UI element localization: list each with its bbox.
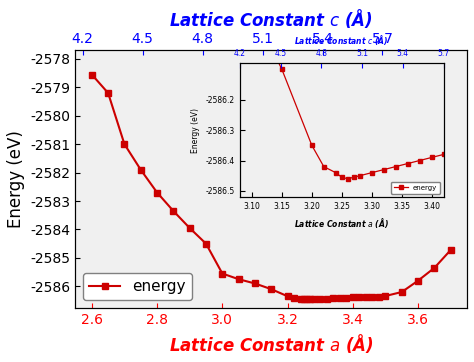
Y-axis label: Energy (eV): Energy (eV) <box>7 130 25 228</box>
energy <box>105 91 111 95</box>
energy <box>203 241 209 246</box>
energy <box>357 173 363 178</box>
X-axis label: Lattice Constant $a$ (Å): Lattice Constant $a$ (Å) <box>169 332 374 355</box>
Legend: energy: energy <box>391 182 440 194</box>
energy <box>301 297 307 302</box>
X-axis label: Lattice Constant $a$ (Å): Lattice Constant $a$ (Å) <box>294 216 389 231</box>
X-axis label: Lattice Constant $c$ (Å): Lattice Constant $c$ (Å) <box>294 33 389 47</box>
energy <box>309 143 315 147</box>
energy <box>171 209 176 213</box>
energy <box>383 294 388 298</box>
energy <box>311 297 317 301</box>
energy <box>432 266 438 270</box>
energy <box>236 277 241 281</box>
Legend: energy: energy <box>83 273 191 300</box>
energy <box>344 295 349 300</box>
energy <box>370 295 375 299</box>
energy <box>399 290 405 294</box>
energy <box>441 152 447 157</box>
energy <box>448 248 454 252</box>
energy <box>268 287 274 291</box>
energy <box>154 190 160 195</box>
Line: energy: energy <box>250 7 445 181</box>
energy <box>351 175 356 180</box>
energy <box>279 67 285 71</box>
Line: energy: energy <box>89 72 454 302</box>
energy <box>429 155 435 160</box>
energy <box>381 168 386 172</box>
energy <box>138 168 144 172</box>
energy <box>219 272 225 276</box>
energy <box>330 296 336 300</box>
energy <box>308 297 313 302</box>
energy <box>252 281 258 286</box>
energy <box>298 296 303 301</box>
energy <box>363 295 369 299</box>
energy <box>333 171 338 175</box>
energy <box>321 164 327 169</box>
energy <box>393 164 399 169</box>
energy <box>318 296 323 301</box>
energy <box>285 294 291 298</box>
energy <box>291 296 297 300</box>
energy <box>376 294 382 299</box>
energy <box>356 295 362 299</box>
energy <box>345 177 351 181</box>
energy <box>350 295 356 300</box>
energy <box>122 142 128 146</box>
energy <box>415 278 421 283</box>
energy <box>249 6 255 10</box>
energy <box>304 297 310 302</box>
energy <box>417 158 422 163</box>
energy <box>337 296 343 300</box>
energy <box>339 175 345 180</box>
energy <box>89 72 95 77</box>
energy <box>369 171 374 175</box>
energy <box>187 226 192 230</box>
energy <box>405 161 410 166</box>
Y-axis label: Energy (eV): Energy (eV) <box>191 108 201 153</box>
energy <box>324 296 329 301</box>
X-axis label: Lattice Constant $c$ (Å): Lattice Constant $c$ (Å) <box>169 7 373 30</box>
